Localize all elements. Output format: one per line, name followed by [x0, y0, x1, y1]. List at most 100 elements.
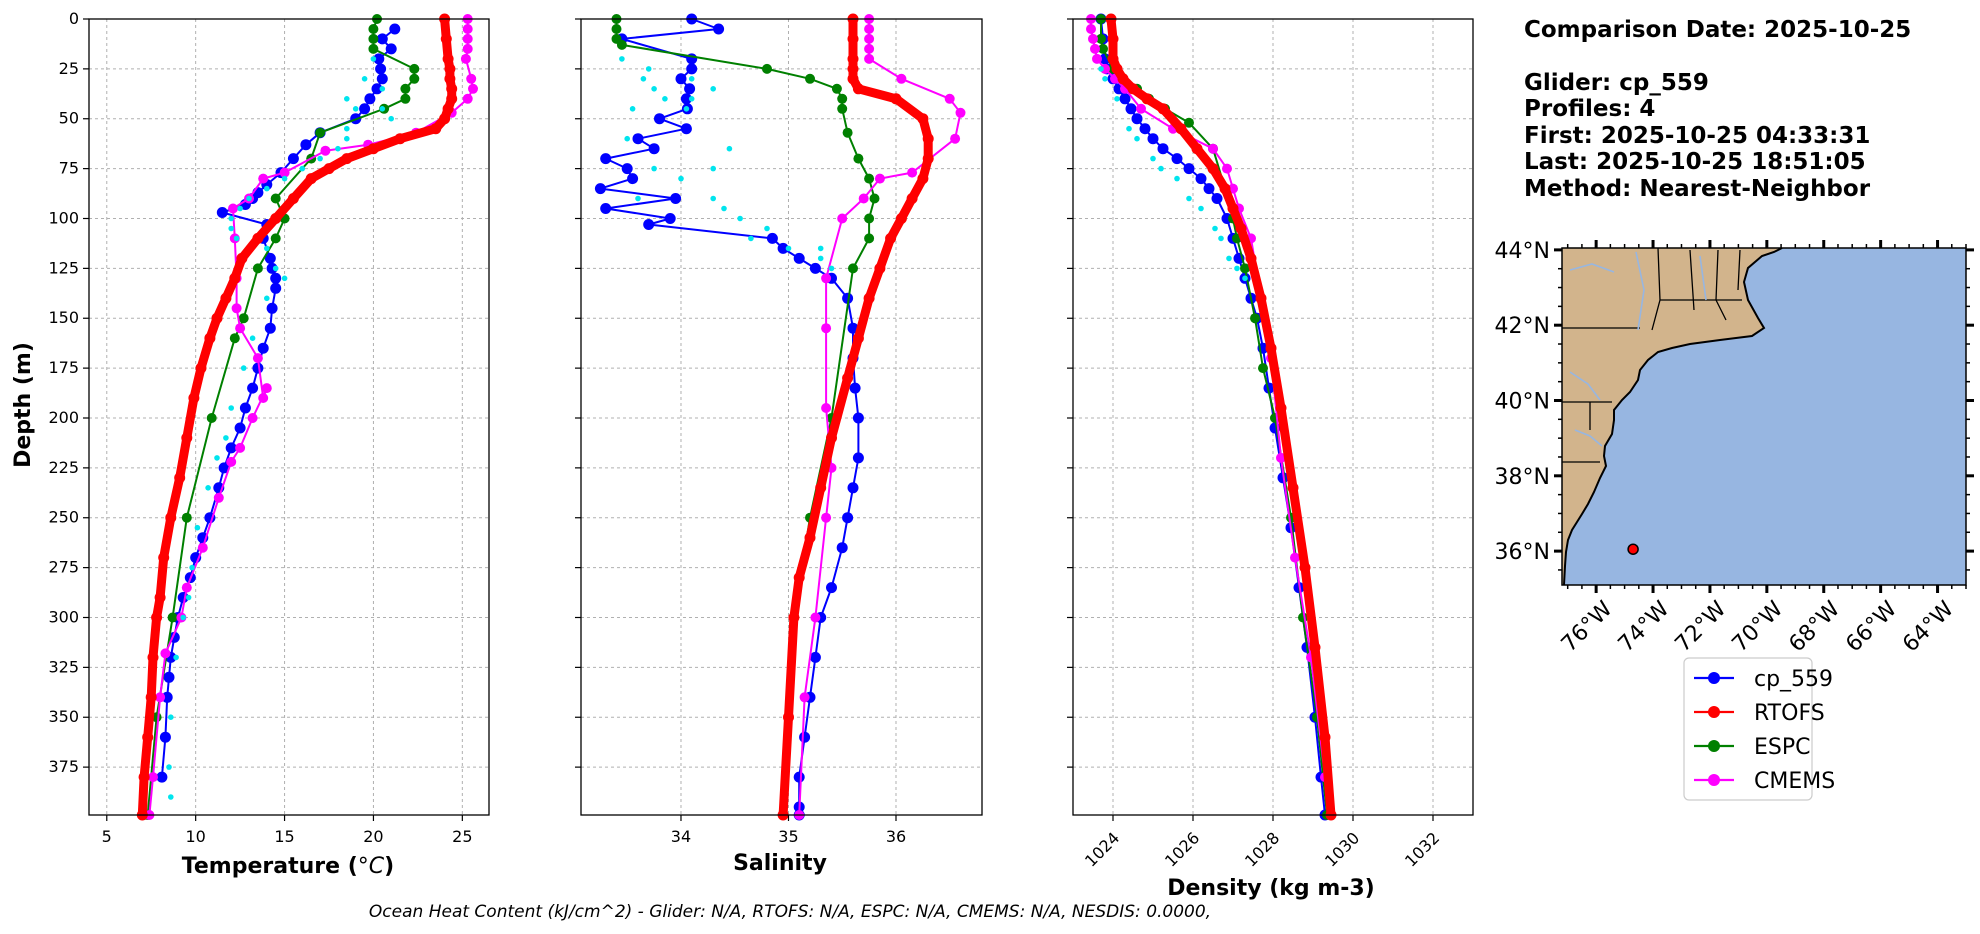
data-point-rtofs [1219, 183, 1231, 195]
data-point-rtofs [842, 372, 854, 384]
data-point-cp-559 [156, 771, 168, 783]
data-point-cmems [226, 456, 237, 467]
x-tick-label: 15 [274, 827, 294, 846]
map-lon-label: 64°W [1898, 596, 1959, 657]
data-point-rtofs [211, 312, 223, 324]
last-profile-time: Last: 2025-10-25 18:51:05 [1524, 149, 1866, 175]
data-point-rtofs [826, 432, 837, 444]
data-point-espc [616, 39, 627, 50]
data-point-cmems [864, 24, 875, 34]
data-point-unlabeled [246, 195, 252, 202]
data-point-cp-559 [364, 93, 376, 105]
glider-location-marker [1627, 543, 1639, 555]
data-point-unlabeled [240, 365, 247, 371]
data-point-cp-559 [385, 43, 397, 55]
map-lon-label: 74°W [1614, 596, 1675, 657]
interpolation-method: Method: Nearest-Neighbor [1524, 176, 1871, 202]
data-point-espc [1240, 263, 1250, 274]
data-point-rtofs [852, 83, 864, 95]
data-point-unlabeled [228, 215, 234, 222]
data-point-unlabeled [379, 86, 386, 92]
data-point-espc [252, 263, 263, 274]
data-point-unlabeled [710, 165, 716, 172]
y-tick-label: 250 [48, 508, 79, 527]
data-point-espc [831, 83, 842, 94]
data-point-espc [167, 612, 178, 623]
data-point-espc [315, 127, 326, 138]
data-point-rtofs [890, 93, 902, 105]
data-point-rtofs [138, 771, 150, 783]
data-point-unlabeled [299, 165, 306, 172]
data-point-unlabeled [785, 245, 792, 252]
data-point-unlabeled [237, 205, 243, 212]
data-point-unlabeled [1234, 265, 1240, 272]
density-panel: 1024 1026 1028 1030 1032 [1067, 13, 1474, 871]
data-point-espc [368, 43, 379, 54]
data-point-cp-559 [777, 242, 789, 254]
data-point-espc [864, 213, 875, 224]
y-tick-label: 200 [48, 408, 79, 427]
y-tick-label: 50 [59, 109, 79, 128]
data-point-espc [762, 63, 772, 74]
data-point-rtofs [1127, 83, 1139, 95]
data-point-rtofs [1207, 163, 1219, 175]
data-point-rtofs [1107, 53, 1119, 65]
data-point-rtofs [847, 33, 859, 45]
data-point-cp-559 [266, 302, 278, 314]
data-point-rtofs [367, 143, 379, 155]
data-point-cmems [252, 353, 263, 364]
x-tick-label: 20 [363, 827, 383, 846]
legend-label: cp_559 [1754, 667, 1833, 692]
data-point-rtofs [1141, 93, 1153, 105]
data-point-unlabeled [1218, 235, 1224, 242]
data-point-unlabeled [828, 265, 835, 272]
data-point-rtofs [174, 472, 186, 484]
data-point-rtofs [1117, 73, 1129, 85]
legend-box [1683, 657, 1813, 801]
data-point-cp-559 [713, 23, 725, 35]
data-point-rtofs [287, 193, 299, 204]
data-point-rtofs [895, 213, 907, 224]
data-point-unlabeled [173, 654, 179, 661]
data-point-rtofs [1175, 123, 1187, 135]
data-point-espc [864, 173, 875, 184]
data-point-cp-559 [287, 153, 299, 165]
data-point-unlabeled [645, 66, 652, 72]
data-point-cmems [462, 93, 473, 104]
data-point-unlabeled [1114, 96, 1120, 102]
data-point-unlabeled [721, 205, 727, 212]
data-point-cp-559 [389, 23, 401, 35]
data-point-rtofs [1275, 402, 1287, 414]
x-tick-label: 5 [102, 827, 112, 846]
data-point-cp-559 [836, 542, 848, 554]
data-point-rtofs [793, 572, 805, 584]
y-tick-label: 125 [48, 258, 79, 277]
data-point-rtofs [1319, 731, 1331, 743]
legend-marker [1708, 774, 1720, 786]
data-point-rtofs [917, 173, 929, 185]
data-point-cp-559 [793, 771, 805, 783]
data-point-cp-559 [621, 163, 633, 175]
data-point-rtofs [1299, 562, 1311, 574]
map-lon-label: 72°W [1671, 596, 1732, 657]
data-point-cmems [1088, 33, 1098, 44]
data-point-rtofs [815, 482, 827, 494]
data-point-unlabeled [168, 714, 174, 720]
data-point-unlabeled [264, 185, 270, 192]
data-point-unlabeled [249, 335, 256, 342]
data-point-rtofs [1255, 292, 1267, 304]
data-point-espc [229, 333, 240, 344]
data-point-cmems [462, 33, 473, 44]
data-point-cp-559 [159, 731, 171, 743]
data-point-unlabeled [194, 524, 201, 531]
data-point-cp-559 [1099, 53, 1111, 65]
data-point-rtofs [783, 711, 794, 723]
data-point-cp-559 [163, 671, 175, 683]
legend-label: RTOFS [1754, 701, 1825, 726]
data-point-cp-559 [600, 153, 612, 165]
data-point-cmems [460, 53, 471, 64]
data-point-unlabeled [1212, 225, 1218, 232]
data-point-cmems [247, 413, 258, 423]
data-point-rtofs [204, 332, 216, 344]
y-tick-label: 325 [48, 657, 79, 676]
